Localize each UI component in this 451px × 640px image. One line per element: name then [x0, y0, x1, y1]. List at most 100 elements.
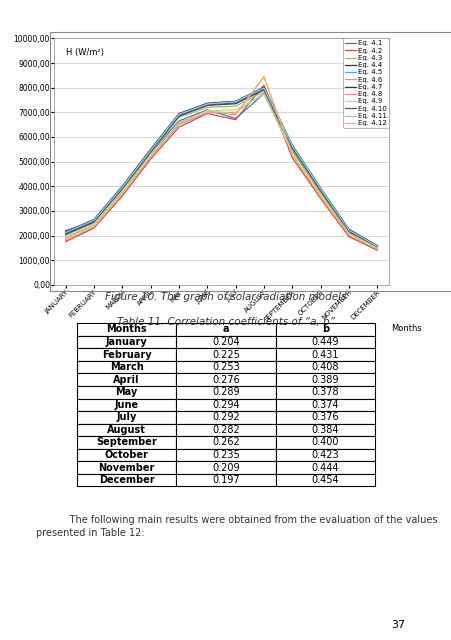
Eq. 4.2 — [204, 109, 210, 117]
Eq. 4.11 — [91, 216, 97, 224]
Line: Eq. 4.6: Eq. 4.6 — [65, 77, 377, 249]
Line: Eq. 4.10: Eq. 4.10 — [65, 89, 377, 247]
Eq. 4.10 — [147, 147, 153, 155]
Eq. 4.5 — [204, 100, 210, 108]
Eq. 4.4 — [63, 230, 68, 238]
Eq. 4.6 — [176, 120, 181, 127]
Eq. 4.4 — [317, 187, 322, 195]
Eq. 4.6 — [63, 237, 68, 244]
Eq. 4.3 — [232, 102, 238, 110]
Eq. 4.9 — [345, 230, 351, 237]
Text: H (W/m²): H (W/m²) — [66, 48, 104, 57]
Eq. 4.12 — [63, 236, 68, 244]
Eq. 4.6 — [120, 190, 125, 198]
Eq. 4.7 — [147, 145, 153, 153]
Eq. 4.5 — [91, 217, 97, 225]
Eq. 4.6 — [317, 193, 322, 200]
Eq. 4.10 — [91, 218, 97, 225]
Eq. 4.7 — [261, 83, 266, 91]
Eq. 4.8 — [176, 121, 181, 129]
Eq. 4.11 — [345, 227, 351, 234]
Eq. 4.10 — [317, 186, 322, 194]
Line: Eq. 4.3: Eq. 4.3 — [65, 92, 377, 248]
Eq. 4.2 — [120, 192, 125, 200]
Eq. 4.11 — [374, 243, 379, 250]
Eq. 4.11 — [176, 111, 181, 118]
Eq. 4.9 — [120, 188, 125, 195]
Eq. 4.1 — [317, 189, 322, 196]
Eq. 4.4 — [120, 185, 125, 193]
Eq. 4.7 — [91, 216, 97, 223]
Text: 37: 37 — [390, 620, 404, 630]
Eq. 4.2 — [374, 246, 379, 254]
Line: Eq. 4.4: Eq. 4.4 — [65, 90, 377, 247]
Eq. 4.8 — [261, 89, 266, 97]
Text: The following main results were obtained from the evaluation of the values: The following main results were obtained… — [54, 515, 437, 525]
Eq. 4.8 — [63, 234, 68, 242]
Legend: Eq. 4.1, Eq. 4.2, Eq. 4.3, Eq. 4.4, Eq. 4.5, Eq. 4.6, Eq. 4.7, Eq. 4.8, Eq. 4.9,: Eq. 4.1, Eq. 4.2, Eq. 4.3, Eq. 4.4, Eq. … — [342, 38, 388, 128]
Eq. 4.10 — [63, 230, 68, 237]
Eq. 4.6 — [261, 73, 266, 81]
Eq. 4.1 — [147, 149, 153, 157]
Eq. 4.7 — [232, 97, 238, 105]
Eq. 4.12 — [176, 119, 181, 127]
Eq. 4.7 — [176, 109, 181, 117]
Eq. 4.2 — [317, 195, 322, 202]
Eq. 4.7 — [317, 184, 322, 192]
Eq. 4.11 — [204, 100, 210, 108]
Eq. 4.12 — [317, 192, 322, 200]
Eq. 4.1 — [374, 243, 379, 250]
Eq. 4.10 — [120, 184, 125, 192]
Eq. 4.10 — [204, 101, 210, 109]
Eq. 4.10 — [289, 143, 295, 150]
Eq. 4.9 — [261, 91, 266, 99]
Eq. 4.2 — [289, 154, 295, 162]
Eq. 4.11 — [120, 184, 125, 191]
Line: Eq. 4.8: Eq. 4.8 — [65, 93, 377, 248]
Eq. 4.11 — [317, 185, 322, 193]
Eq. 4.2 — [261, 81, 266, 89]
Eq. 4.2 — [232, 116, 238, 124]
Eq. 4.5 — [261, 84, 266, 92]
Eq. 4.11 — [261, 84, 266, 92]
Eq. 4.4 — [345, 228, 351, 236]
Eq. 4.7 — [289, 141, 295, 149]
Eq. 4.4 — [147, 148, 153, 156]
Eq. 4.9 — [289, 148, 295, 156]
Eq. 4.5 — [289, 143, 295, 150]
Eq. 4.5 — [345, 227, 351, 234]
Eq. 4.9 — [317, 191, 322, 198]
Eq. 4.7 — [374, 242, 379, 250]
Eq. 4.12 — [147, 152, 153, 160]
Eq. 4.3 — [120, 186, 125, 194]
Eq. 4.9 — [63, 232, 68, 240]
Eq. 4.11 — [147, 147, 153, 154]
Eq. 4.7 — [204, 99, 210, 107]
Eq. 4.6 — [91, 223, 97, 231]
Eq. 4.12 — [120, 189, 125, 197]
Eq. 4.1 — [345, 225, 351, 233]
Eq. 4.3 — [91, 220, 97, 227]
Eq. 4.6 — [345, 231, 351, 239]
Eq. 4.8 — [120, 189, 125, 196]
Eq. 4.4 — [232, 100, 238, 108]
Line: Eq. 4.11: Eq. 4.11 — [65, 88, 377, 246]
Line: Eq. 4.2: Eq. 4.2 — [65, 85, 377, 250]
Eq. 4.8 — [204, 109, 210, 116]
Eq. 4.5 — [147, 147, 153, 154]
Line: Eq. 4.7: Eq. 4.7 — [65, 87, 377, 246]
Eq. 4.1 — [289, 147, 295, 154]
Text: presented in Table 12:: presented in Table 12: — [36, 528, 144, 538]
Eq. 4.3 — [204, 104, 210, 111]
Eq. 4.1 — [176, 117, 181, 125]
Eq. 4.7 — [120, 182, 125, 190]
Eq. 4.1 — [91, 218, 97, 226]
Eq. 4.8 — [317, 192, 322, 200]
Eq. 4.9 — [176, 119, 181, 127]
Eq. 4.6 — [147, 153, 153, 161]
Eq. 4.2 — [345, 233, 351, 241]
Eq. 4.4 — [289, 144, 295, 152]
Eq. 4.6 — [289, 151, 295, 159]
Eq. 4.2 — [176, 124, 181, 131]
Eq. 4.7 — [345, 225, 351, 233]
